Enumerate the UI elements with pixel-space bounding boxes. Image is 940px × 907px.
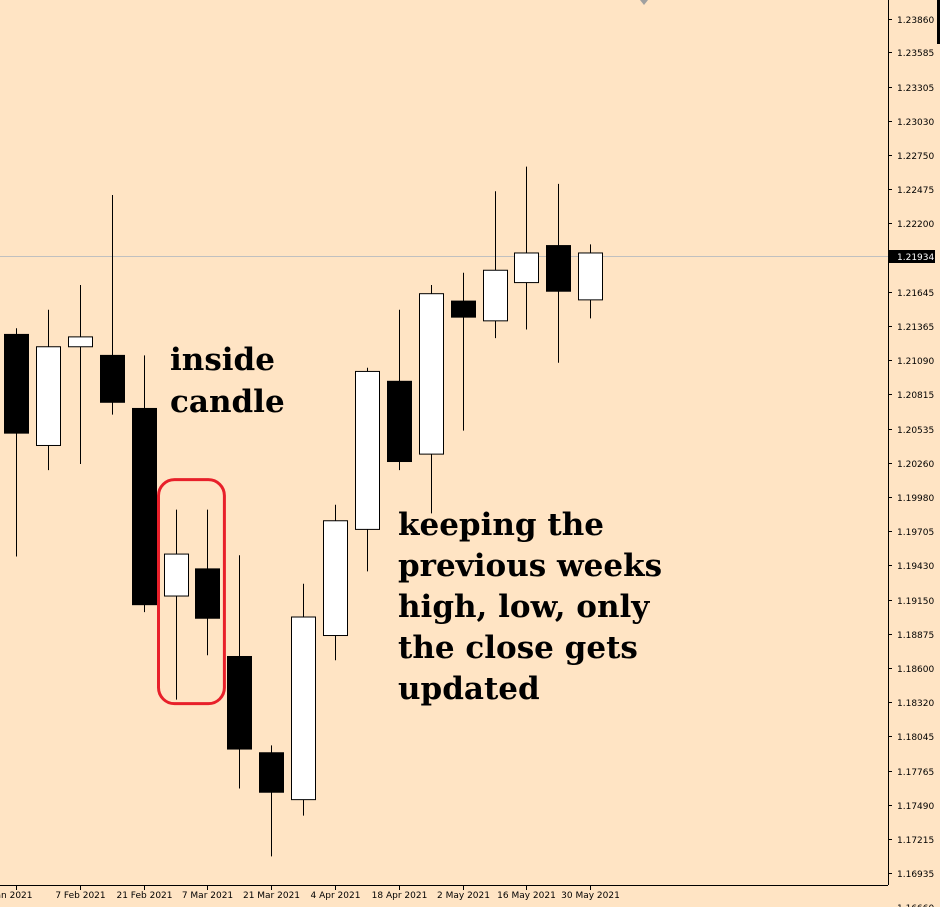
candle-body-bull bbox=[514, 252, 539, 284]
candles-layer bbox=[4, 166, 603, 857]
y-axis-ticks: 1.23860 1.23585 1.23305 1.23030 1.22750 1.224… bbox=[888, 16, 935, 907]
candle bbox=[578, 244, 603, 319]
candle-body-bear bbox=[387, 380, 412, 463]
inside-candle-label-line-2: candle bbox=[170, 384, 285, 420]
candle bbox=[514, 166, 539, 330]
note-line-5: updated bbox=[398, 671, 540, 707]
y-tick-label: 1.16660 bbox=[897, 904, 934, 907]
candle bbox=[164, 509, 189, 700]
candle-body-bull bbox=[355, 370, 380, 530]
y-tick-label: 1.18045 bbox=[897, 733, 934, 743]
inside-candle-label-line-1: inside bbox=[170, 342, 275, 378]
y-tick-label: 1.23585 bbox=[897, 49, 934, 59]
x-tick-label: 16 May 2021 bbox=[497, 891, 556, 901]
candle bbox=[387, 309, 412, 471]
y-tick-label: 1.18600 bbox=[897, 665, 934, 675]
y-tick-label: 1.20535 bbox=[897, 426, 934, 436]
candle-body-bull bbox=[36, 346, 61, 446]
chart-shift-marker-icon bbox=[640, 0, 648, 5]
candle-body-bear bbox=[100, 354, 125, 403]
current-price-label-box bbox=[889, 250, 935, 263]
candle bbox=[483, 191, 508, 339]
x-tick-label: 18 Apr 2021 bbox=[372, 891, 428, 901]
candle-body-bear bbox=[546, 245, 571, 292]
y-tick-label: 1.21365 bbox=[897, 323, 934, 333]
x-tick-label: 21 Mar 2021 bbox=[243, 891, 300, 901]
x-axis-ticks: an 2021 7 Feb 2021 21 Feb 2021 7 Mar 2021 21… bbox=[0, 885, 620, 901]
candle-body-bull bbox=[291, 616, 316, 801]
y-tick-label: 1.19980 bbox=[897, 494, 934, 504]
x-tick-label: 7 Mar 2021 bbox=[182, 891, 233, 901]
y-tick-label: 1.18875 bbox=[897, 631, 934, 641]
inside-candle-highlight-box bbox=[157, 478, 226, 706]
candle bbox=[323, 504, 348, 661]
y-tick-label: 1.23860 bbox=[897, 16, 934, 26]
candle bbox=[4, 328, 29, 557]
candle-body-bear bbox=[4, 333, 29, 434]
annotations-layer: inside candle keeping the previous weeks… bbox=[157, 342, 662, 707]
y-tick-label: 1.16935 bbox=[897, 870, 934, 880]
candle bbox=[451, 272, 476, 431]
candle bbox=[132, 355, 157, 613]
y-tick-label: 1.17490 bbox=[897, 802, 934, 812]
y-tick-label: 1.19705 bbox=[897, 528, 934, 538]
candle bbox=[68, 285, 93, 464]
candle-body-bull bbox=[68, 336, 93, 348]
candle-body-bull bbox=[483, 269, 508, 322]
y-tick-label: 1.19430 bbox=[897, 562, 934, 572]
candle-body-bear bbox=[227, 655, 252, 750]
y-tick-label: 1.20815 bbox=[897, 391, 934, 401]
y-tick-label: 1.21090 bbox=[897, 357, 934, 367]
candle bbox=[355, 367, 380, 572]
y-tick-label: 1.20260 bbox=[897, 460, 934, 470]
note-line-3: high, low, only bbox=[398, 589, 650, 625]
note-line-4: the close gets bbox=[398, 630, 638, 666]
candle-body-bear bbox=[259, 752, 284, 793]
candle-body-bear bbox=[132, 407, 157, 606]
candle-body-bull bbox=[578, 252, 603, 301]
x-tick-label: 2 May 2021 bbox=[437, 891, 490, 901]
candle bbox=[195, 509, 220, 656]
y-tick-label: 1.23305 bbox=[897, 84, 934, 94]
y-tick-label: 1.23030 bbox=[897, 118, 934, 128]
x-tick-label: 7 Feb 2021 bbox=[55, 891, 105, 901]
y-tick-label: 1.22750 bbox=[897, 152, 934, 162]
candle bbox=[291, 583, 316, 816]
candle bbox=[36, 309, 61, 471]
note-line-1: keeping the bbox=[398, 507, 604, 543]
candle-body-bear bbox=[195, 568, 220, 619]
y-tick-label: 1.22475 bbox=[897, 186, 934, 196]
y-tick-label: 1.18320 bbox=[897, 699, 934, 709]
candle-body-bull bbox=[419, 293, 444, 455]
x-tick-label: 30 May 2021 bbox=[561, 891, 620, 901]
note-line-2: previous weeks bbox=[398, 548, 662, 584]
current-price-label: 1.21934 bbox=[897, 253, 934, 263]
candle bbox=[227, 555, 252, 789]
x-tick-label: 21 Feb 2021 bbox=[116, 891, 172, 901]
y-tick-label: 1.19150 bbox=[897, 597, 934, 607]
x-tick-label: 4 Apr 2021 bbox=[311, 891, 361, 901]
candle bbox=[419, 285, 444, 514]
y-tick-label: 1.22200 bbox=[897, 220, 934, 230]
y-tick-label: 1.17765 bbox=[897, 768, 934, 778]
candle-body-bear bbox=[451, 300, 476, 318]
x-tick-label: an 2021 bbox=[0, 891, 33, 901]
candle bbox=[100, 194, 125, 415]
candle bbox=[259, 745, 284, 857]
candle bbox=[546, 183, 571, 363]
candle-body-bull bbox=[164, 553, 189, 597]
y-tick-label: 1.21645 bbox=[897, 289, 934, 299]
window-scroll-indicator bbox=[937, 0, 940, 44]
candle-body-bull bbox=[323, 520, 348, 637]
y-tick-label: 1.17215 bbox=[897, 836, 934, 846]
